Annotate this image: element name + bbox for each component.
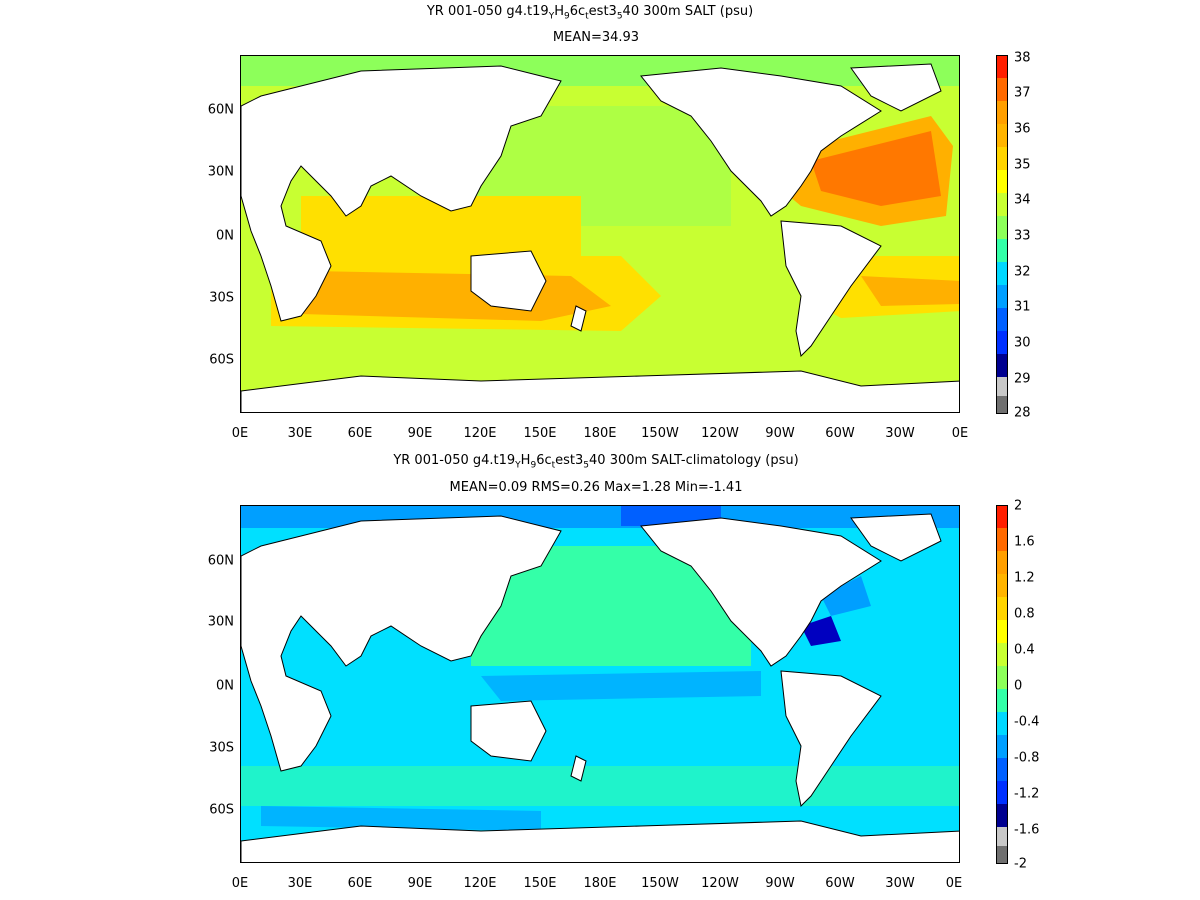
cbar-label: 0.4 (1014, 642, 1035, 658)
x-tick-label: 0E (945, 876, 963, 891)
x-tick-label: 120W (701, 876, 739, 891)
map-title-1: YR 001-050 g4.t19YH96ctest3540 300m SALT… (426, 4, 754, 22)
y-tick-label: 30N (207, 614, 234, 630)
cbar-label: -0.8 (1014, 750, 1040, 766)
y-tick-label: 0N (216, 678, 234, 694)
x-tick-label: 90E (407, 426, 433, 441)
y-tick-label: 60N (207, 553, 234, 569)
y-tick-label: 60S (209, 802, 234, 818)
x-tick-label: 150E (523, 426, 557, 441)
cbar-label: 34 (1014, 192, 1031, 208)
x-tick-label: 60E (347, 426, 373, 441)
y-tick-label: 30S (209, 290, 234, 306)
cbar-label: 36 (1014, 121, 1031, 137)
x-tick-label: 60W (825, 426, 855, 441)
x-tick-label: 120E (463, 876, 497, 891)
x-tick-label: 90E (407, 876, 433, 891)
cbar-label: 38 (1014, 50, 1031, 66)
y-tick-label: 0N (216, 228, 234, 244)
x-tick-label: 180E (583, 876, 617, 891)
x-tick-label: 60W (825, 876, 855, 891)
x-tick-label: 0E (231, 426, 249, 441)
cbar-label: -1.6 (1014, 822, 1040, 838)
cbar-label: -2 (1014, 856, 1027, 872)
map-stats-1: MEAN=34.93 (552, 30, 640, 45)
x-tick-label: 90W (765, 876, 795, 891)
x-tick-label: 90W (765, 426, 795, 441)
cbar-label: 35 (1014, 157, 1031, 173)
colorbar-2 (996, 505, 1008, 864)
x-tick-label: 120E (463, 426, 497, 441)
x-tick-label: 30E (287, 876, 313, 891)
y-tick-label: 30S (209, 740, 234, 756)
cbar-label: 28 (1014, 405, 1031, 421)
salinity-anomaly-map (240, 505, 960, 863)
x-tick-label: 120W (701, 426, 739, 441)
x-tick-label: 150W (641, 426, 679, 441)
map-title-2: YR 001-050 g4.t19YH96ctest3540 300m SALT… (393, 453, 799, 471)
map-stats-2: MEAN=0.09 RMS=0.26 Max=1.28 Min=-1.41 (449, 480, 743, 495)
cbar-label: 33 (1014, 228, 1031, 244)
y-tick-label: 60N (207, 102, 234, 118)
cbar-label: 1.2 (1014, 570, 1035, 586)
cbar-label: 2 (1014, 498, 1023, 514)
cbar-label: 0.8 (1014, 606, 1035, 622)
cbar-label: 32 (1014, 264, 1031, 280)
x-tick-label: 180E (583, 426, 617, 441)
x-tick-label: 0E (231, 876, 249, 891)
y-tick-label: 60S (209, 352, 234, 368)
x-tick-label: 150E (523, 876, 557, 891)
salinity-map (240, 55, 960, 413)
cbar-label: 0 (1014, 678, 1023, 694)
x-tick-label: 0E (951, 426, 969, 441)
cbar-label: 31 (1014, 299, 1031, 315)
cbar-label: 37 (1014, 85, 1031, 101)
cbar-label: -1.2 (1014, 786, 1040, 802)
x-tick-label: 30E (287, 426, 313, 441)
cbar-label: 1.6 (1014, 534, 1035, 550)
x-tick-label: 30W (885, 426, 915, 441)
x-tick-label: 150W (641, 876, 679, 891)
cbar-label: 29 (1014, 371, 1031, 387)
cbar-label: -0.4 (1014, 714, 1040, 730)
x-tick-label: 60E (347, 876, 373, 891)
cbar-label: 30 (1014, 335, 1031, 351)
x-tick-label: 30W (885, 876, 915, 891)
y-tick-label: 30N (207, 164, 234, 180)
colorbar-1 (996, 55, 1008, 414)
